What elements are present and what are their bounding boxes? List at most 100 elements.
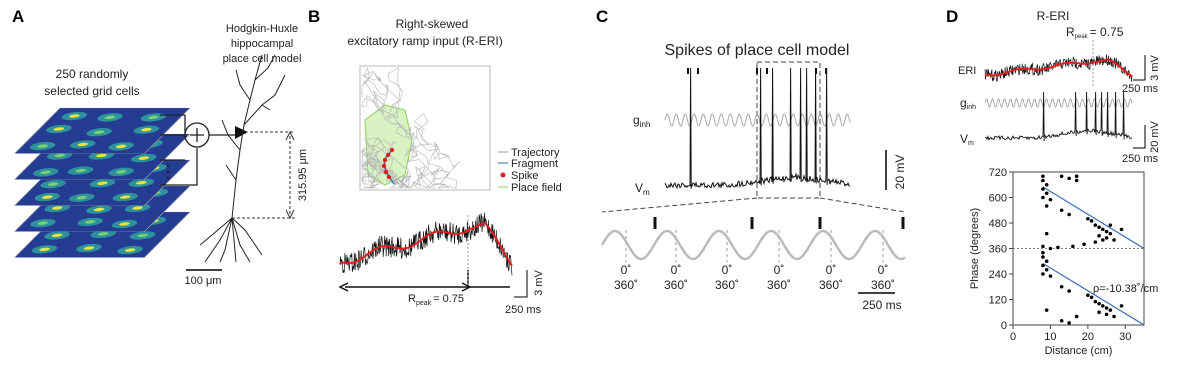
arena xyxy=(359,65,491,191)
length-scale-label: 100 μm xyxy=(185,275,222,287)
field-peak xyxy=(76,196,88,200)
field-peak xyxy=(40,170,52,175)
scale-bar xyxy=(1133,125,1146,149)
subscript: peak xyxy=(1075,34,1089,40)
scatter-point xyxy=(1101,304,1105,308)
field-peak xyxy=(97,181,108,185)
scatter-point xyxy=(1041,178,1045,183)
r-peak: Rpeak = 0.75 xyxy=(1066,25,1124,40)
g-label: ginh xyxy=(633,113,650,129)
panel-label: C xyxy=(596,7,608,26)
scatter-point xyxy=(1074,178,1079,183)
spike xyxy=(389,147,395,153)
field-peak xyxy=(132,206,143,210)
scatter-point xyxy=(1059,174,1064,179)
scatter-point xyxy=(1044,182,1049,187)
phase-label: 360˚ xyxy=(871,278,895,292)
scatter-point xyxy=(1048,274,1053,278)
phase-label: 360˚ xyxy=(614,278,638,292)
symbol: R xyxy=(408,293,416,305)
x-tick-label: 10 xyxy=(1044,331,1056,343)
scatter-point xyxy=(1074,314,1079,319)
y-tick-label: 240 xyxy=(989,269,1007,281)
trajectory-map xyxy=(359,65,491,191)
y-tick-label: 120 xyxy=(989,295,1007,307)
field-peak xyxy=(75,168,86,173)
y-tick-label: 720 xyxy=(989,167,1007,179)
scatter-point xyxy=(1071,244,1075,249)
field-peak xyxy=(51,206,63,210)
scatter-point xyxy=(1086,216,1090,221)
spike xyxy=(386,174,392,180)
scatter-point xyxy=(1119,227,1124,232)
theta-wave xyxy=(600,229,906,261)
field-peak xyxy=(54,153,66,158)
scatter-point xyxy=(1108,231,1113,236)
scatter-point xyxy=(1093,223,1098,227)
height-scale-label: 315.95 μm xyxy=(297,149,309,201)
phase-label: 0˚ xyxy=(671,263,682,277)
scatter-point xyxy=(1041,250,1045,255)
y-tick-label: 480 xyxy=(989,218,1007,230)
zoom-box xyxy=(756,61,821,199)
subscript: inh xyxy=(967,104,976,111)
field-peak xyxy=(47,182,59,186)
scatter-point xyxy=(1093,299,1098,304)
scatter-point xyxy=(1059,284,1064,289)
phase-label: 360˚ xyxy=(767,278,791,292)
v-label: Vm xyxy=(960,132,974,147)
scatter-point xyxy=(1041,263,1045,268)
panel-title: Right-skewed xyxy=(396,17,469,31)
zoom-lines xyxy=(601,197,906,213)
wire xyxy=(160,114,198,186)
fit-line xyxy=(1042,262,1145,326)
scatter-point xyxy=(1059,208,1064,213)
field-peak xyxy=(93,130,105,134)
field-peak xyxy=(141,127,152,132)
spike xyxy=(381,163,387,169)
voltage-scale: 20 mV xyxy=(1149,120,1161,152)
scatter-point xyxy=(1082,242,1086,247)
panel-label: B xyxy=(308,7,320,26)
y-axis-label: Phase (degrees) xyxy=(969,208,981,289)
x-tick-label: 30 xyxy=(1119,331,1131,343)
model-title: hippocampal xyxy=(231,38,293,50)
panel-title: Spikes of place cell model xyxy=(665,42,850,59)
legend-label: Spike xyxy=(511,170,539,182)
scatter-point xyxy=(1041,187,1045,191)
scatter-point xyxy=(1101,227,1105,232)
subscript: m xyxy=(968,140,974,147)
phase-label: 0˚ xyxy=(621,263,632,277)
legend-label: Place field xyxy=(511,182,562,194)
field-peak xyxy=(96,153,107,158)
phase-label: 0˚ xyxy=(826,263,837,277)
scatter-point xyxy=(1041,174,1045,179)
phase-label: 360˚ xyxy=(819,278,843,292)
phase-label: 360˚ xyxy=(664,278,688,292)
y-tick-label: 360 xyxy=(989,244,1007,256)
field-peak xyxy=(83,246,95,250)
field-peak xyxy=(53,127,65,131)
annotation: ρ=-10.38˚/cm xyxy=(1093,283,1158,295)
field-peak xyxy=(119,195,131,199)
dots xyxy=(166,164,170,180)
connections xyxy=(160,114,236,186)
scatter-point xyxy=(1097,225,1101,230)
field-peak xyxy=(77,142,89,147)
scatter-point xyxy=(1044,191,1049,196)
spike xyxy=(383,169,389,175)
scatter-point xyxy=(1097,233,1101,238)
panel-title: excitatory ramp input (R-ERI) xyxy=(347,34,502,48)
scatter-point xyxy=(1119,304,1124,308)
legend-label: Trajectory xyxy=(511,147,560,159)
x-tick-label: 20 xyxy=(1082,331,1094,343)
voltage-trace xyxy=(984,54,1133,82)
field-peak xyxy=(136,181,147,185)
arrow xyxy=(345,270,510,288)
subscript: m xyxy=(643,188,650,197)
field-peak xyxy=(42,195,53,199)
spike xyxy=(385,152,391,158)
r-peak: Rpeak = 0.75 xyxy=(408,293,464,307)
time-scale: 250 ms xyxy=(862,298,901,312)
